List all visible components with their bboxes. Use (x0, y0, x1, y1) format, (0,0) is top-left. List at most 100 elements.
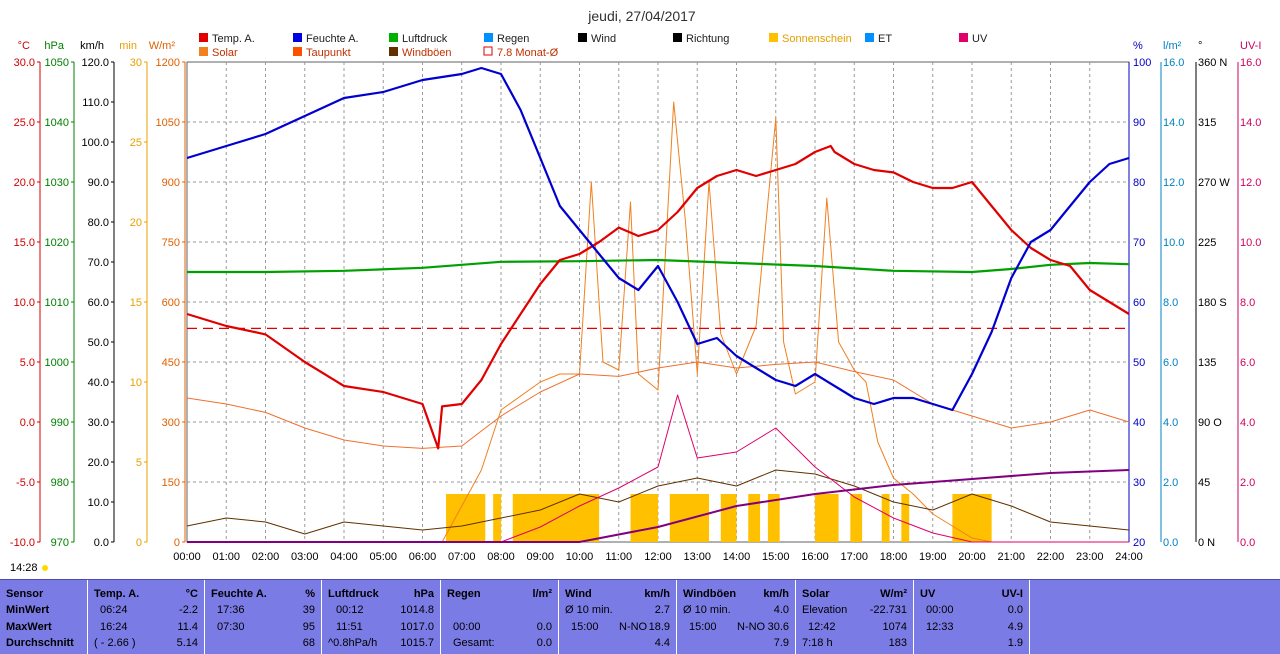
left-axis-tick-label: 0 (174, 537, 180, 549)
right-axis-tick-label: 100 (1133, 57, 1151, 69)
legend: Temp. A. Solar Feuchte A. Taupunkt Luftdruck… (199, 33, 988, 59)
stats-col-rain: Regen l/m² 00:00 0.0 Gesamt: 0.0 (441, 580, 559, 654)
right-axis-tick-label: 6.0 (1163, 357, 1178, 369)
stats-hum-max-val: 95 (302, 621, 315, 633)
right-axis-unit: UV-I (1240, 40, 1261, 52)
stats-hum-unit: % (305, 588, 315, 600)
stats-uv-title: UV (920, 588, 936, 600)
right-axis-tick-label: 90 O (1198, 417, 1222, 429)
legend-label: Sonnenschein (782, 33, 852, 45)
x-tick-label: 06:00 (409, 551, 437, 563)
right-axis-tick-label: 20 (1133, 537, 1145, 549)
x-tick-label: 24:00 (1115, 551, 1143, 563)
stats-wind-max-val: 18.9 (648, 621, 670, 633)
left-axis-tick-label: 25 (130, 137, 142, 149)
x-axis-ticks: 00:00 01:00 02:00 03:00 04:00 05:00 06:00 07:00… (173, 551, 1143, 563)
right-axis-tick-label: 0.0 (1163, 537, 1178, 549)
right-axis-tick-label: 180 S (1198, 297, 1227, 309)
right-axis-tick-label: 270 W (1198, 177, 1230, 189)
right-axis-tick-label: 10.0 (1240, 237, 1261, 249)
stats-gust-min-val: 4.0 (773, 604, 789, 616)
stats-solar-min-label: Elevation (802, 604, 848, 616)
left-axis-tick-label: 20.0 (14, 177, 35, 189)
stats-solar-unit: W/m² (880, 588, 907, 600)
sunshine-bar (512, 494, 600, 542)
left-axis-tick-label: 10.0 (88, 497, 109, 509)
sunshine-bar (446, 494, 486, 542)
left-axis-tick-label: 0.0 (20, 417, 35, 429)
sunshine-bar (493, 494, 501, 542)
x-tick-label: 08:00 (487, 551, 515, 563)
sunshine-bar (850, 494, 863, 542)
x-tick-label: 18:00 (880, 551, 908, 563)
stats-rain-total-val: 0.0 (536, 637, 552, 649)
left-axis-tick-label: 1020 (45, 237, 69, 249)
right-axis-tick-label: 16.0 (1163, 57, 1184, 69)
stats-uv-avg-val: 1.9 (1007, 637, 1023, 649)
left-axis-tick-label: -10.0 (10, 537, 35, 549)
right-axis-tick-label: 4.0 (1163, 417, 1178, 429)
stats-solar-min-val: -22.731 (869, 604, 907, 616)
stats-solar-avg-val: 183 (888, 637, 907, 649)
left-axis-tick-label: 1030 (45, 177, 69, 189)
x-tick-label: 17:00 (840, 551, 868, 563)
stats-header-sensor: Sensor (6, 588, 44, 600)
right-axis-tick-label: 6.0 (1240, 357, 1255, 369)
sunshine-bar (748, 494, 761, 542)
stats-wind-min-label: Ø 10 min. (565, 604, 613, 616)
right-axis-tick-label: 135 (1198, 357, 1216, 369)
stats-press-avg-note: ^0.8hPa/h (328, 637, 378, 649)
x-tick-label: 00:00 (173, 551, 201, 563)
stats-gust-min-label: Ø 10 min. (683, 604, 731, 616)
right-axis-unit: % (1133, 40, 1143, 52)
left-axis-tick-label: 450 (162, 357, 180, 369)
left-axis-tick-label: 40.0 (88, 377, 109, 389)
stats-rain-unit: l/m² (532, 588, 552, 600)
stats-uv-min-val: 0.0 (1007, 604, 1023, 616)
x-tick-label: 12:00 (644, 551, 672, 563)
left-axis-tick-label: 25.0 (14, 117, 35, 129)
left-axis-tick-label: 15 (130, 297, 142, 309)
legend-label: Regen (497, 33, 529, 45)
stats-hum-min-time: 17:36 (217, 604, 245, 616)
stats-col-sensor: Sensor MinWert MaxWert Durchschnitt (0, 580, 88, 654)
left-axis-tick-label: 0 (136, 537, 142, 549)
stats-col-uv: UV UV-I 00:00 0.0 12:33 4.9 1.9 (914, 580, 1030, 654)
stats-hum-max-time: 07:30 (217, 621, 245, 633)
right-axis-tick-label: 2.0 (1240, 477, 1255, 489)
sidebar-time: 14:28 (10, 562, 38, 574)
stats-col-pressure: Luftdruck hPa 00:12 1014.8 11:51 1017.0 … (322, 580, 441, 654)
x-tick-label: 19:00 (919, 551, 947, 563)
stats-hum-avg-val: 68 (302, 637, 315, 649)
stats-gust-max-dir: N-NO (737, 621, 766, 633)
right-axis-tick-label: 70 (1133, 237, 1145, 249)
legend-swatch (293, 33, 302, 42)
x-tick-label: 07:00 (448, 551, 476, 563)
stats-rain-max-time: 00:00 (453, 621, 481, 633)
stats-temp-max-val: 11.4 (177, 621, 198, 633)
x-tick-label: 22:00 (1037, 551, 1065, 563)
stats-press-title: Luftdruck (328, 588, 379, 600)
x-tick-label: 04:00 (330, 551, 358, 563)
left-axis-tick-label: 5.0 (20, 357, 35, 369)
stats-col-wind: Wind km/h Ø 10 min. 2.7 15:00 N-NO 18.9 … (559, 580, 677, 654)
stats-uv-max-time: 12:33 (926, 621, 954, 633)
legend-swatch (389, 33, 398, 42)
weather-chart: jeudi, 27/04/2017 °C 30.0 25.0 20.0 15.0 10.0… (10, 8, 1262, 574)
legend-label: ET (878, 33, 892, 45)
stats-rain-max-val: 0.0 (536, 621, 552, 633)
legend-swatch (484, 33, 493, 42)
legend-swatch (199, 47, 208, 56)
stats-hum-min-val: 39 (302, 604, 315, 616)
axes: °C 30.0 25.0 20.0 15.0 10.0 5.0 0.0 -5.0 -10.0 hPa… (10, 40, 1262, 549)
legend-swatch (483, 46, 493, 56)
right-axis-unit: l/m² (1163, 40, 1182, 52)
legend-swatch (199, 33, 208, 42)
left-axis-tick-label: 50.0 (88, 337, 109, 349)
sunshine-bar (815, 494, 839, 542)
left-axis-tick-label: 120.0 (81, 57, 109, 69)
right-axis-tick-label: 45 (1198, 477, 1210, 489)
x-tick-label: 23:00 (1076, 551, 1104, 563)
right-axis-tick-label: 14.0 (1240, 117, 1261, 129)
right-axis-tick-label: 2.0 (1163, 477, 1178, 489)
